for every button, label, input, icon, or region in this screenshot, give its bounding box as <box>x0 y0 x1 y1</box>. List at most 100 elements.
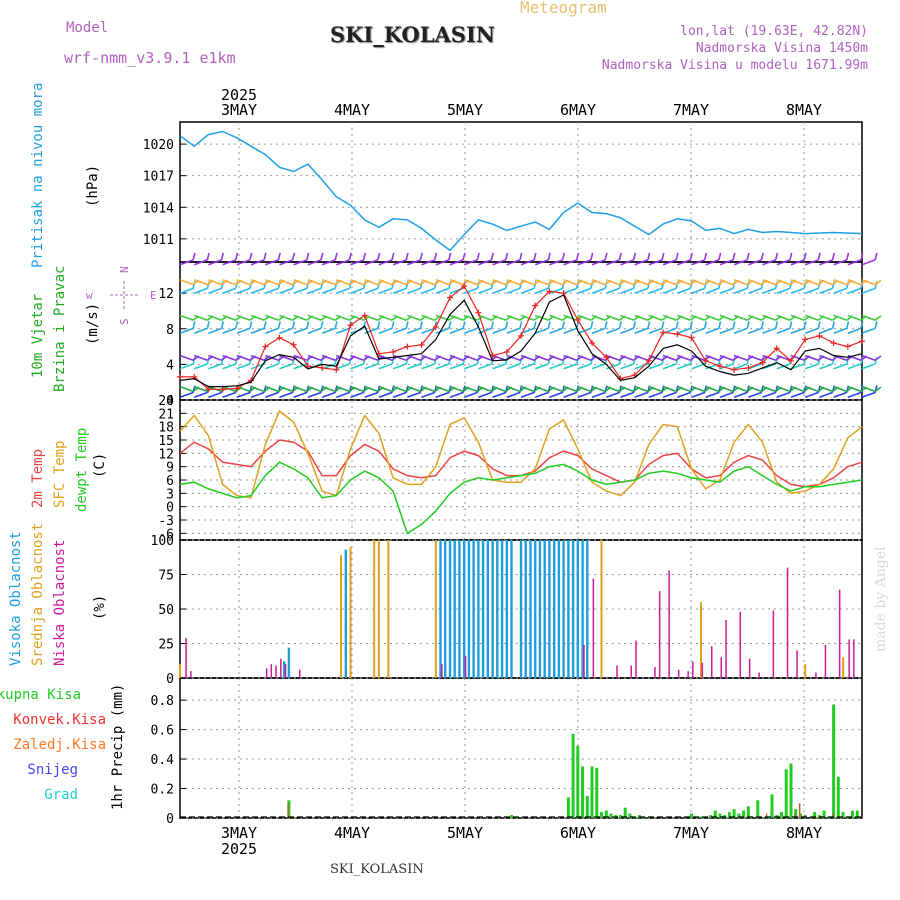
wind-barb-flag <box>746 252 750 261</box>
wind-barb-shaft <box>748 314 762 321</box>
wind-barb-shaft <box>435 363 450 370</box>
wind-gust-marker-8 <box>290 341 297 348</box>
wind-barb-shaft <box>407 314 421 321</box>
wind-barb-shaft <box>819 391 833 399</box>
cloud-high-bar-32 <box>586 540 589 678</box>
wind-barb-shaft <box>677 327 691 334</box>
cloud-high-bar-8 <box>467 540 471 678</box>
wind-barb-flag <box>220 321 225 329</box>
wind-gust-marker-0 <box>177 373 183 380</box>
wind-barb-shaft <box>534 363 549 370</box>
precip-total-bar-8 <box>590 766 594 818</box>
precip-total-bar-16 <box>628 813 632 818</box>
wind-barb-shaft <box>606 279 620 286</box>
wind-barb-shaft <box>719 327 734 334</box>
cloud-mid-bar-7 <box>373 540 376 678</box>
temp-side-label-sfc: SFC Temp <box>52 441 68 508</box>
wind-barb-shaft <box>705 259 720 266</box>
cloud-low-bar-6 <box>284 664 287 678</box>
cloud-low-bar-43 <box>853 639 855 678</box>
wind-barb-shaft <box>279 363 293 370</box>
wind-barb-shaft <box>549 259 563 266</box>
wind-barb-shaft <box>293 391 308 399</box>
wind-gust-marker-29 <box>589 340 596 347</box>
wind-barb-flag <box>462 252 466 261</box>
wind-barb-flag <box>689 321 693 329</box>
wind-barb-8-141 <box>847 252 864 266</box>
wind-barb-shaft <box>407 287 421 294</box>
wind-barb-flag <box>334 252 338 261</box>
precip-total-bar-26 <box>727 812 731 818</box>
wind-barb-shaft <box>662 314 677 321</box>
precip-legend-2: Zaledj.Kisa <box>13 737 106 753</box>
wind-barb-shaft <box>733 385 748 393</box>
cloud-side-label-low: Niska Oblacnost <box>52 540 68 666</box>
wind-barb-flag <box>874 321 878 329</box>
wind-barb-shaft <box>577 259 592 266</box>
bottom-day-label-4MAY: 4MAY <box>334 824 370 842</box>
wind-barb-shaft <box>648 314 663 321</box>
wind-barb-4-3 <box>193 321 210 334</box>
cloud-low-bar-34 <box>748 658 751 678</box>
wind-barb-flag <box>206 321 210 329</box>
wind-barb-8-90 <box>606 252 622 266</box>
wind-barb-flag <box>874 315 882 321</box>
wind-gust-marker-46 <box>830 340 837 347</box>
wind-barb-shaft <box>833 385 848 393</box>
wind-barb-flag <box>703 321 708 329</box>
wind-gust-marker-7 <box>276 334 283 341</box>
ytick-label-temperature-2: 0 <box>166 501 174 516</box>
wind-barb-shaft <box>677 259 691 266</box>
wind-barb-flag <box>647 252 651 261</box>
wind-barb-shaft <box>520 259 535 266</box>
wind-barb-shaft <box>179 259 194 266</box>
cloud-high-bar-19 <box>524 540 527 678</box>
wind-barb-shaft <box>549 391 563 399</box>
ytick-label-temperature-1: -3 <box>158 514 174 529</box>
wind-barb-8-57 <box>449 252 466 266</box>
wind-barb-shaft <box>179 385 194 393</box>
wind-barb-shaft <box>804 279 819 286</box>
ytick-label-temperature-8: 18 <box>158 421 174 436</box>
wind-barb-flag <box>760 252 764 261</box>
cloud-high-bar-22 <box>538 540 542 678</box>
wind-barb-shaft <box>790 363 805 370</box>
wind-barb-4-123 <box>762 321 779 334</box>
wind-barb-shaft <box>662 354 677 362</box>
wind-barb-shaft <box>435 385 450 393</box>
wind-barb-shaft <box>804 385 819 393</box>
wind-barb-shaft <box>648 287 663 294</box>
wind-barb-shaft <box>506 259 521 266</box>
wind-barb-flag <box>462 321 466 329</box>
wind-barb-shaft <box>449 391 464 399</box>
wind-barb-shaft <box>307 385 322 393</box>
wind-barb-shaft <box>222 354 237 362</box>
wind-gust-marker-41 <box>759 359 766 366</box>
wind-barb-flag <box>206 252 210 261</box>
wind-barb-shaft <box>705 391 720 399</box>
cloud-low-bar-20 <box>616 665 618 678</box>
cloud-high-bar-18 <box>519 540 523 678</box>
precip-conv-bar-2 <box>794 813 796 818</box>
wind-barb-shaft <box>307 314 322 321</box>
cloud-low-bar-21 <box>630 665 632 678</box>
wind-barb-8-126 <box>776 252 793 266</box>
wind-barb-shaft <box>634 354 649 362</box>
wind-barb-shaft <box>748 259 762 266</box>
wind-barb-shaft <box>279 327 293 334</box>
wind-barb-4-69 <box>506 321 523 334</box>
wind-barb-flag <box>533 321 537 329</box>
wind-barb-shaft <box>392 314 407 321</box>
wind-barb-flag <box>874 386 882 393</box>
wind-barb-shaft <box>776 391 791 399</box>
wind-barb-flag <box>448 321 452 329</box>
top-day-label-6MAY: 6MAY <box>560 101 596 119</box>
wind-barb-shaft <box>577 363 592 370</box>
wind-barb-shaft <box>364 259 379 266</box>
wind-barb-8-24 <box>293 252 310 266</box>
wind-barb-4-78 <box>549 321 566 334</box>
precip-total-bar-23 <box>713 810 717 818</box>
wind-barb-shaft <box>265 287 279 294</box>
wind-barb-8-9 <box>222 252 239 266</box>
cloud-high-bar-5 <box>453 540 456 678</box>
